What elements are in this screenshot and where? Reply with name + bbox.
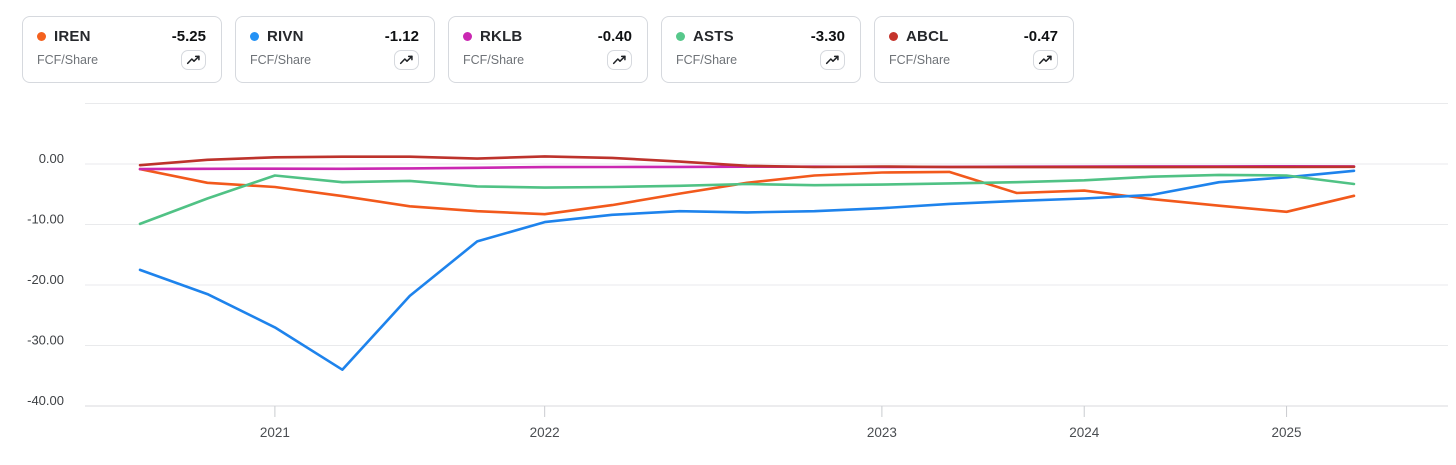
trend-chart-button[interactable] bbox=[820, 50, 845, 70]
series-line-ABCL[interactable] bbox=[138, 155, 1356, 169]
y-axis-label: -10.00 bbox=[27, 212, 64, 227]
metric-name: FCF/Share bbox=[676, 53, 738, 67]
metric-name: FCF/Share bbox=[463, 53, 525, 67]
metric-value: -0.40 bbox=[597, 28, 632, 45]
trend-chart-button[interactable] bbox=[607, 50, 632, 70]
x-axis-label: 2024 bbox=[1069, 425, 1100, 440]
ticker-label: ABCL bbox=[906, 28, 949, 45]
metric-value: -0.47 bbox=[1023, 28, 1058, 45]
trending-up-icon bbox=[186, 55, 200, 65]
series-line-RIVN[interactable] bbox=[138, 169, 1356, 372]
legend-card-rivn[interactable]: RIVN -1.12 FCF/Share bbox=[235, 16, 435, 83]
series-color-dot bbox=[889, 32, 898, 41]
series-color-dot bbox=[250, 32, 259, 41]
metric-name: FCF/Share bbox=[889, 53, 951, 67]
x-axis-label: 2021 bbox=[260, 425, 290, 440]
x-axis-label: 2022 bbox=[530, 425, 560, 440]
ticker-label: RIVN bbox=[267, 28, 304, 45]
y-axis-label: -20.00 bbox=[27, 272, 64, 287]
trending-up-icon bbox=[612, 55, 626, 65]
metric-value: -1.12 bbox=[384, 28, 419, 45]
metric-name: FCF/Share bbox=[37, 53, 99, 67]
metric-value: -5.25 bbox=[171, 28, 206, 45]
y-axis-label: -40.00 bbox=[27, 393, 64, 408]
metric-value: -3.30 bbox=[810, 28, 845, 45]
x-axis-label: 2023 bbox=[867, 425, 897, 440]
series-color-dot bbox=[676, 32, 685, 41]
legend-card-rklb[interactable]: RKLB -0.40 FCF/Share bbox=[448, 16, 648, 83]
trending-up-icon bbox=[399, 55, 413, 65]
legend: IREN -5.25 FCF/Share RIVN -1.12 bbox=[22, 16, 1074, 83]
metric-name: FCF/Share bbox=[250, 53, 312, 67]
trend-chart-button[interactable] bbox=[394, 50, 419, 70]
series-color-dot bbox=[37, 32, 46, 41]
y-axis-label: -30.00 bbox=[27, 333, 64, 348]
legend-card-abcl[interactable]: ABCL -0.47 FCF/Share bbox=[874, 16, 1074, 83]
ticker-label: RKLB bbox=[480, 28, 523, 45]
trending-up-icon bbox=[825, 55, 839, 65]
trend-chart-button[interactable] bbox=[181, 50, 206, 70]
legend-card-iren[interactable]: IREN -5.25 FCF/Share bbox=[22, 16, 222, 83]
trending-up-icon bbox=[1038, 55, 1052, 65]
x-axis-label: 2025 bbox=[1272, 425, 1302, 440]
series-color-dot bbox=[463, 32, 472, 41]
trend-chart-button[interactable] bbox=[1033, 50, 1058, 70]
series-line-ASTS[interactable] bbox=[138, 173, 1356, 226]
ticker-label: IREN bbox=[54, 28, 91, 45]
y-axis-label: 0.00 bbox=[39, 151, 64, 166]
legend-card-asts[interactable]: ASTS -3.30 FCF/Share bbox=[661, 16, 861, 83]
ticker-label: ASTS bbox=[693, 28, 734, 45]
